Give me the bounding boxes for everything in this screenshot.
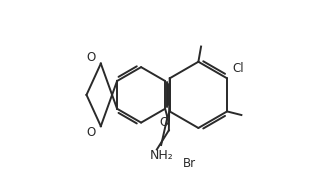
Text: O: O xyxy=(160,115,169,129)
Text: NH₂: NH₂ xyxy=(149,149,173,162)
Text: O: O xyxy=(87,126,96,139)
Text: Cl: Cl xyxy=(232,62,244,74)
Text: Br: Br xyxy=(183,157,196,170)
Text: O: O xyxy=(87,51,96,64)
